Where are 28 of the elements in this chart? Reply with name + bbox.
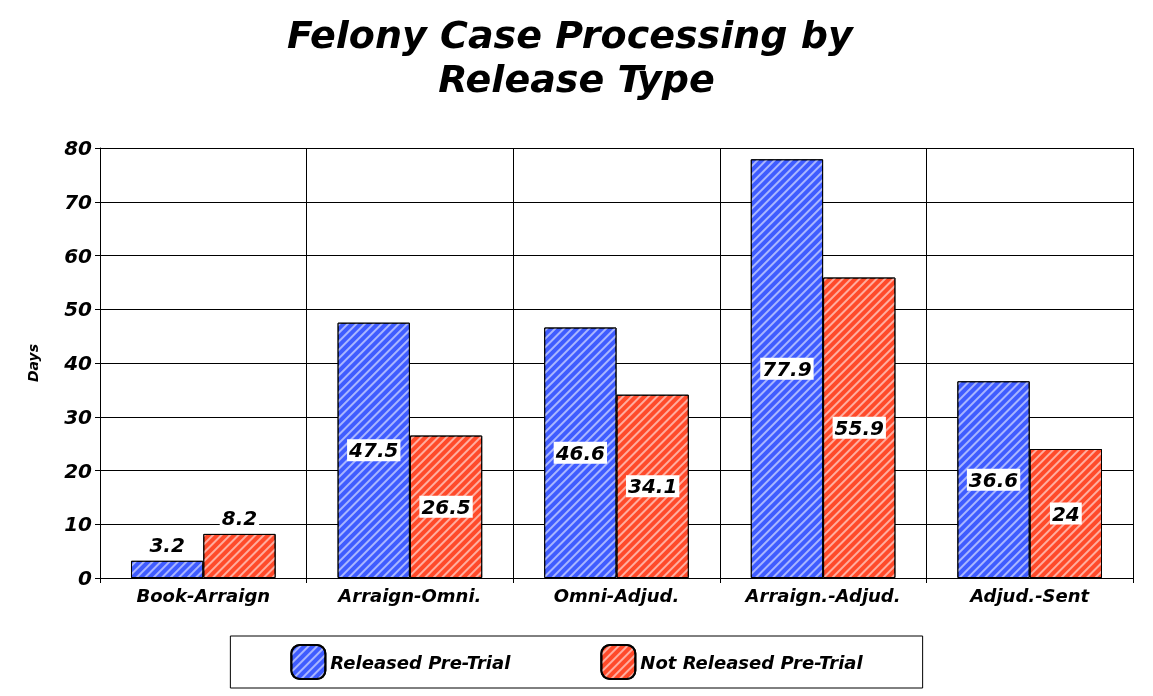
data-label: 8.2 [221,505,258,530]
legend-label: Not Released Pre-Trial [640,651,864,673]
data-label: 46.6 [554,440,606,465]
data-label: 24 [1051,501,1080,526]
y-tick-label: 80 [64,136,93,160]
y-tick-label: 20 [64,458,93,483]
legend-label: Released Pre-Trial [330,651,512,673]
data-label: 55.9 [834,415,885,440]
data-label: 36.6 [968,467,1019,492]
y-tick-label: 0 [78,566,93,590]
y-tick-label: 50 [64,297,93,322]
x-tick-label: Arraign.-Adjud. [743,584,901,606]
y-tick-label: 60 [64,243,93,268]
y-tick-label: 30 [64,404,93,429]
y-tick-label: 40 [63,351,93,375]
data-label: 77.9 [762,356,812,381]
data-label: 47.5 [348,438,399,463]
data-label: 3.2 [149,532,185,557]
x-tick-label: Book-Arraign [136,584,271,606]
y-tick-label: 70 [64,189,93,214]
data-label: 26.5 [421,494,471,519]
y-axis-title: Days [25,343,41,383]
x-tick-label: Arraign-Omni. [336,584,482,606]
x-tick-label: Adjud.-Sent [968,584,1091,606]
y-tick-label: 10 [64,512,93,537]
data-label: 34.1 [627,474,678,499]
chart-title: Felony Case Processing by Release Type [287,13,866,101]
x-tick-label: Omni-Adjud. [553,584,680,606]
